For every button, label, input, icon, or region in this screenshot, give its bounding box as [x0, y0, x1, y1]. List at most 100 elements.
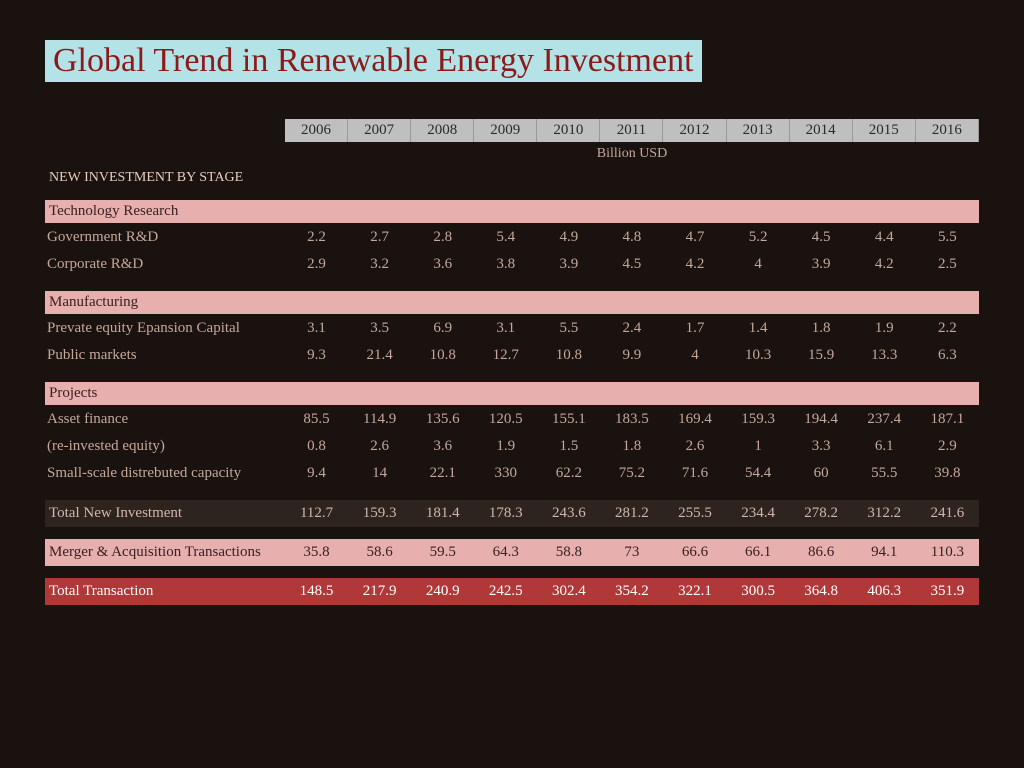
cell: 194.4: [790, 407, 853, 432]
cell: 5.5: [537, 316, 600, 341]
cell: 14: [348, 461, 411, 486]
cell: 21.4: [348, 343, 411, 368]
cell: 75.2: [600, 461, 663, 486]
cell: 302.4: [537, 578, 600, 605]
cell: 4.7: [663, 225, 726, 250]
proj-header: Projects: [45, 382, 979, 405]
cell: 58.8: [537, 539, 600, 566]
unit-label: Billion USD: [285, 144, 979, 164]
cell: 112.7: [285, 500, 348, 527]
year-col: 2012: [663, 119, 726, 142]
cell: 159.3: [727, 407, 790, 432]
cell: 159.3: [348, 500, 411, 527]
cell: 2.8: [411, 225, 474, 250]
cell: 9.3: [285, 343, 348, 368]
cell: 120.5: [474, 407, 537, 432]
row-label: Prevate equity Epansion Capital: [45, 316, 285, 341]
table-row: Prevate equity Epansion Capital3.13.56.9…: [45, 316, 979, 341]
cell: 354.2: [600, 578, 663, 605]
cell: 1.7: [663, 316, 726, 341]
cell: 181.4: [411, 500, 474, 527]
year-col: 2015: [853, 119, 916, 142]
table-row: Small-scale distrebuted capacity9.41422.…: [45, 461, 979, 486]
table-row: Asset finance85.5114.9135.6120.5155.1183…: [45, 407, 979, 432]
cell: 94.1: [853, 539, 916, 566]
tech-header: Technology Research: [45, 200, 979, 223]
row-label: Asset finance: [45, 407, 285, 432]
cell: 73: [600, 539, 663, 566]
cell: 1.8: [600, 434, 663, 459]
cell: 406.3: [853, 578, 916, 605]
cell: 64.3: [474, 539, 537, 566]
row-label: Public markets: [45, 343, 285, 368]
year-header-row: 2006200720082009201020112012201320142015…: [45, 119, 979, 142]
cell: 278.2: [790, 500, 853, 527]
cell: 114.9: [348, 407, 411, 432]
cell: 2.9: [285, 252, 348, 277]
row-label: Government R&D: [45, 225, 285, 250]
cell: 54.4: [727, 461, 790, 486]
cell: 5.4: [474, 225, 537, 250]
year-col: 2008: [411, 119, 474, 142]
cell: 66.1: [727, 539, 790, 566]
cell: 4.9: [537, 225, 600, 250]
cell: 4.5: [790, 225, 853, 250]
cell: 55.5: [853, 461, 916, 486]
cell: 71.6: [663, 461, 726, 486]
cell: 217.9: [348, 578, 411, 605]
cell: 330: [474, 461, 537, 486]
cell: 300.5: [727, 578, 790, 605]
cell: 1.8: [790, 316, 853, 341]
cell: 1.4: [727, 316, 790, 341]
cell: 1.9: [853, 316, 916, 341]
cell: 242.5: [474, 578, 537, 605]
cell: 135.6: [411, 407, 474, 432]
total-new-row: Total New Investment 112.7159.3181.4178.…: [45, 500, 979, 527]
cell: 4: [663, 343, 726, 368]
cell: 3.5: [348, 316, 411, 341]
cell: 6.9: [411, 316, 474, 341]
cell: 4.2: [663, 252, 726, 277]
cell: 85.5: [285, 407, 348, 432]
cell: 58.6: [348, 539, 411, 566]
table-row: (re-invested equity)0.82.63.61.91.51.82.…: [45, 434, 979, 459]
year-col: 2010: [537, 119, 600, 142]
cell: 62.2: [537, 461, 600, 486]
table-row: Government R&D2.22.72.85.44.94.84.75.24.…: [45, 225, 979, 250]
cell: 60: [790, 461, 853, 486]
cell: 2.6: [663, 434, 726, 459]
cell: 3.2: [348, 252, 411, 277]
total-tx-row: Total Transaction 148.5217.9240.9242.530…: [45, 578, 979, 605]
cell: 12.7: [474, 343, 537, 368]
year-col: 2011: [600, 119, 663, 142]
year-col: 2006: [285, 119, 348, 142]
cell: 5.5: [916, 225, 979, 250]
cell: 4.4: [853, 225, 916, 250]
cell: 243.6: [537, 500, 600, 527]
cell: 3.9: [537, 252, 600, 277]
cell: 312.2: [853, 500, 916, 527]
cell: 281.2: [600, 500, 663, 527]
row-label: Small-scale distrebuted capacity: [45, 461, 285, 486]
cell: 9.4: [285, 461, 348, 486]
cell: 6.3: [916, 343, 979, 368]
cell: 2.2: [285, 225, 348, 250]
cell: 255.5: [663, 500, 726, 527]
cell: 1.5: [537, 434, 600, 459]
cell: 2.5: [916, 252, 979, 277]
cell: 237.4: [853, 407, 916, 432]
cell: 2.7: [348, 225, 411, 250]
cell: 3.6: [411, 434, 474, 459]
cell: 10.8: [537, 343, 600, 368]
cell: 351.9: [916, 578, 979, 605]
table-row: Corporate R&D2.93.23.63.83.94.54.243.94.…: [45, 252, 979, 277]
page-title: Global Trend in Renewable Energy Investm…: [45, 40, 702, 82]
cell: 234.4: [727, 500, 790, 527]
row-label: Corporate R&D: [45, 252, 285, 277]
cell: 5.2: [727, 225, 790, 250]
cell: 4.8: [600, 225, 663, 250]
cell: 22.1: [411, 461, 474, 486]
manu-header: Manufacturing: [45, 291, 979, 314]
cell: 13.3: [853, 343, 916, 368]
investment-table: 2006200720082009201020112012201320142015…: [45, 117, 979, 607]
